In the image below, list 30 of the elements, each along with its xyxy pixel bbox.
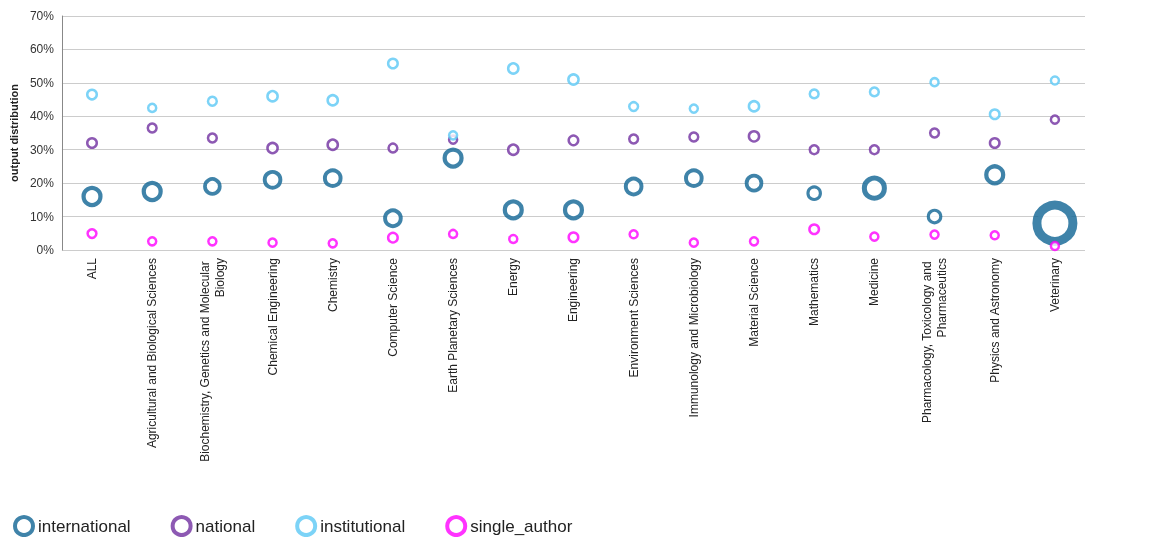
x-tick-label: Material Science: [747, 257, 761, 347]
y-axis-title: output distribution: [7, 83, 20, 182]
x-tick-label: Mathematics: [807, 258, 822, 327]
legend-label: single_author: [470, 516, 573, 536]
x-tick-label: Veterinary: [1047, 258, 1062, 313]
x-tick-label: Physics and Astronomy: [987, 258, 1002, 383]
x-tick-label: Immunology and Microbiology: [686, 258, 701, 418]
x-tick-label: Chemical Engineering: [265, 258, 280, 376]
y-tick-label: 30%: [29, 142, 55, 157]
y-tick-label: 70%: [29, 9, 55, 23]
legend-label: international: [38, 516, 131, 536]
x-tick-label: ALL: [85, 257, 100, 280]
x-tick-label: Environment Sciences: [626, 258, 641, 378]
x-tick-label: Pharmacology, Toxicology and Pharmaceutics: [920, 258, 950, 423]
x-tick-label: Medicine: [867, 257, 882, 307]
x-tick-label: Energy: [506, 258, 521, 297]
x-tick-label: Agricultural and Biological Sciences: [145, 258, 160, 449]
y-tick-label: 40%: [29, 109, 55, 124]
x-tick-label: Earth Planetary Sciences: [446, 258, 461, 393]
y-tick-label: 0%: [36, 243, 55, 257]
y-tick-label: 50%: [29, 75, 55, 90]
y-tick-label: 10%: [29, 209, 55, 224]
legend-label: national: [195, 516, 256, 536]
y-tick-label: 60%: [29, 42, 55, 57]
x-tick-label: Biochemistry, Genetics and Molecular Biology: [197, 258, 227, 462]
y-tick-label: 20%: [29, 176, 55, 191]
legend-label: institutional: [320, 516, 406, 536]
x-tick-label: Computer Science: [385, 257, 400, 357]
x-tick-label: Chemistry: [325, 258, 340, 313]
x-tick-label: Engineering: [566, 258, 581, 323]
